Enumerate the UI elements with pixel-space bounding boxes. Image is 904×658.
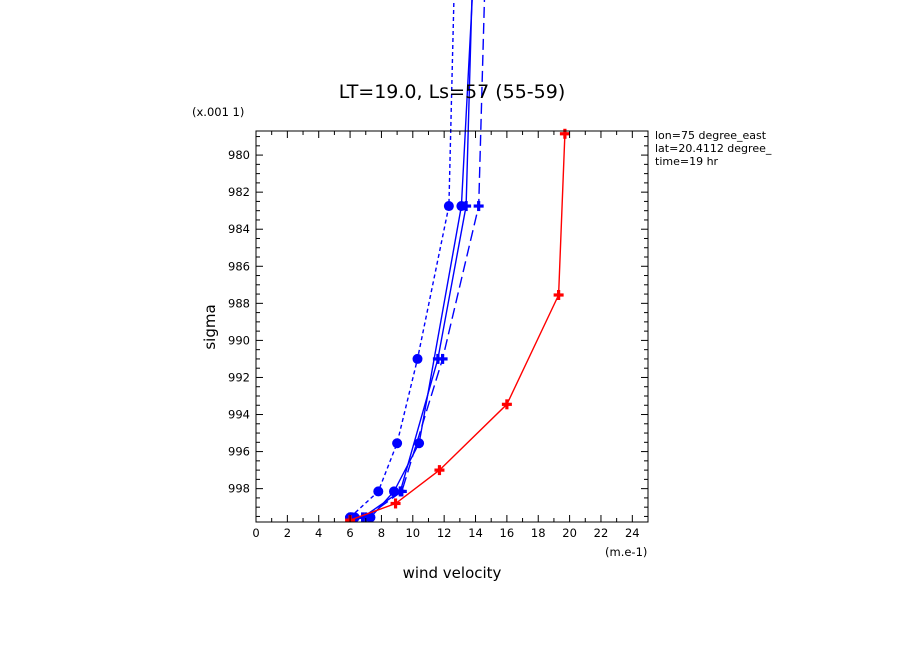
- x-tick-label: 6: [346, 526, 353, 540]
- series-line-5: [349, 133, 566, 521]
- info-lon: lon=75 degree_east: [655, 129, 767, 142]
- y-tick-label: 982: [228, 185, 250, 199]
- x-tick-label: 2: [284, 526, 291, 540]
- y-tick-label: 994: [228, 408, 250, 422]
- series-1-point: [373, 486, 384, 497]
- x-tick-label: 12: [437, 526, 452, 540]
- series-line-1: [349, 0, 455, 518]
- x-tick-label: 0: [252, 526, 259, 540]
- y-tick-label: 988: [228, 296, 250, 310]
- series-4-point: [396, 486, 407, 497]
- y-tick-label: 998: [228, 482, 250, 496]
- info-box: lon=75 degree_east lat=20.4112 degree_ t…: [655, 129, 772, 168]
- series-1-point: [443, 201, 454, 212]
- series-5-point: [501, 399, 512, 410]
- chart-title: LT=19.0, Ls=57 (55-59): [339, 81, 566, 103]
- x-tick-label: 16: [500, 526, 515, 540]
- y-tick-label: 984: [228, 222, 250, 236]
- x-tick-label: 8: [378, 526, 385, 540]
- info-time: time=19 hr: [655, 155, 719, 168]
- series-5-point: [390, 498, 401, 509]
- y-unit-label: (x.001 1): [192, 105, 244, 119]
- series-line-3: [351, 0, 473, 519]
- y-axis-ticks: 980 982 984 986 988 990 992 994 996 998: [228, 136, 648, 517]
- x-axis-title: wind velocity: [403, 564, 502, 582]
- series-5-point: [559, 128, 570, 139]
- series-line-4: [350, 0, 486, 519]
- y-tick-label: 990: [228, 333, 250, 347]
- x-tick-label: 10: [405, 526, 420, 540]
- series-layer: [345, 0, 570, 522]
- series-1-point: [412, 353, 423, 364]
- series-4-point: [437, 353, 448, 364]
- y-tick-label: 980: [228, 148, 250, 162]
- plot-area: 0 2 4 6 8 10 12 14 16 18 20 22 24 980982984986988990…: [228, 0, 649, 540]
- y-tick-label: 986: [228, 259, 250, 273]
- x-tick-label: 22: [594, 526, 609, 540]
- series-5-point: [553, 289, 564, 300]
- y-tick-label: 996: [228, 445, 250, 459]
- x-unit-label: (m.e-1): [605, 545, 647, 559]
- series-1-point: [392, 438, 403, 449]
- x-tick-label: 4: [315, 526, 322, 540]
- x-tick-label: 20: [562, 526, 577, 540]
- series-3-point: [461, 201, 472, 212]
- series-5-point: [434, 465, 445, 476]
- series-2-point: [414, 438, 425, 449]
- x-tick-label: 24: [625, 526, 640, 540]
- y-tick-label: 992: [228, 370, 250, 384]
- series-4-point: [473, 201, 484, 212]
- x-tick-label: 14: [468, 526, 483, 540]
- y-axis-title: sigma: [201, 304, 219, 349]
- x-tick-label: 18: [531, 526, 546, 540]
- info-lat: lat=20.4112 degree_: [655, 142, 772, 155]
- x-axis-ticks: 0 2 4 6 8 10 12 14 16 18 20 22 24: [252, 131, 649, 540]
- plot-frame: [255, 130, 649, 523]
